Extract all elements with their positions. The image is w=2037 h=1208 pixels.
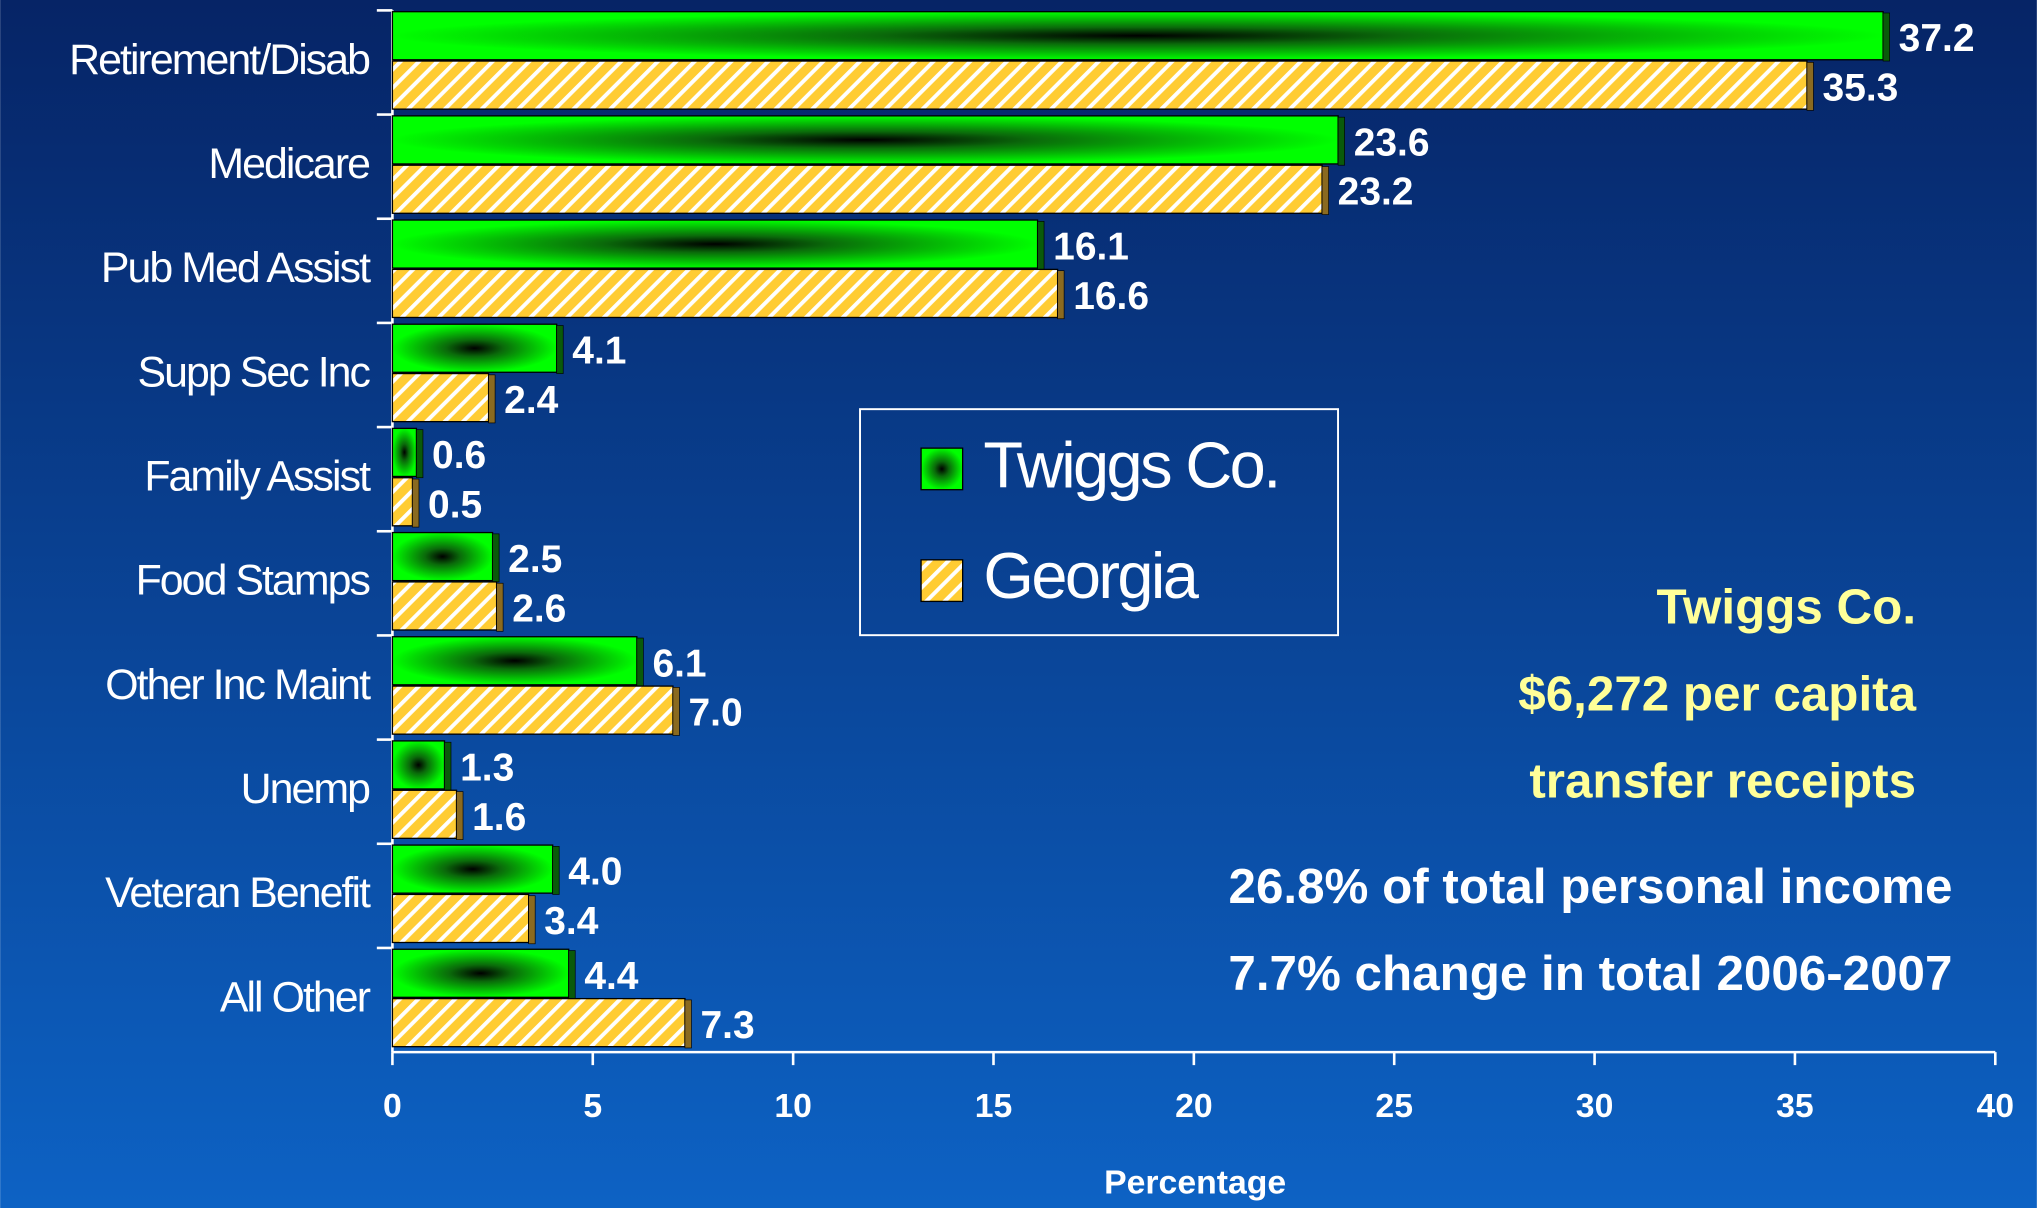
bar-edge	[1321, 166, 1329, 215]
legend-box	[859, 408, 1340, 637]
data-label: 6.1	[652, 642, 706, 685]
bar	[391, 844, 554, 894]
legend: Twiggs Co. Georgia	[859, 408, 1340, 637]
bar	[391, 372, 490, 423]
bar-edge	[556, 325, 564, 374]
data-label: 2.4	[504, 379, 558, 422]
bar	[391, 477, 414, 527]
legend-swatch	[920, 447, 964, 491]
bar	[391, 997, 686, 1048]
x-tick-label: 0	[383, 1087, 402, 1125]
x-tick-label: 35	[1776, 1087, 1814, 1125]
data-label: 16.6	[1073, 275, 1149, 318]
x-tick-label: 40	[1977, 1087, 2015, 1125]
data-label: 23.2	[1338, 171, 1414, 214]
data-label: 23.6	[1354, 121, 1430, 164]
bar	[391, 115, 1339, 165]
y-tick-label: Medicare	[208, 140, 369, 188]
bar	[391, 268, 1059, 319]
y-tick-label: All Other	[220, 973, 371, 1021]
data-label: 1.3	[460, 746, 514, 789]
data-label: 37.2	[1899, 17, 1975, 60]
bar-edge	[444, 741, 452, 791]
x-tick-label: 15	[975, 1087, 1013, 1125]
data-label: 4.4	[584, 955, 638, 998]
x-tick-label: 10	[774, 1087, 812, 1125]
legend-label: Georgia	[983, 539, 1199, 612]
data-label: 2.5	[508, 538, 562, 581]
annotation: Twiggs Co.	[1657, 580, 1917, 635]
bar	[391, 789, 458, 839]
data-label: 2.6	[512, 587, 566, 630]
bar-edge	[672, 687, 680, 736]
bar-edge	[1337, 116, 1345, 166]
bar	[391, 740, 446, 790]
y-tick-label: Unemp	[241, 765, 371, 813]
x-tick-label: 30	[1576, 1087, 1614, 1125]
data-label: 7.0	[689, 692, 743, 735]
data-label: 3.4	[544, 900, 598, 943]
legend-swatch	[920, 559, 964, 603]
y-tick-label: Veteran Benefit	[105, 869, 371, 917]
bar-edge	[1057, 270, 1065, 320]
x-axis-label: Percentage	[1104, 1164, 1286, 1202]
bar-edge	[492, 533, 500, 583]
y-tick-label: Retirement/Disab	[69, 36, 370, 84]
x-tick-label: 25	[1375, 1087, 1413, 1125]
bar-edge	[488, 374, 496, 424]
bar-edge	[1882, 12, 1890, 62]
bar	[391, 893, 530, 944]
y-tick-label: Family Assist	[144, 453, 371, 501]
bar-edge	[684, 999, 692, 1049]
bar-edge	[636, 637, 644, 687]
data-label: 35.3	[1823, 67, 1899, 110]
y-tick-label: Supp Sec Inc	[137, 348, 370, 396]
bar-edge	[456, 791, 464, 840]
bar	[391, 60, 1808, 110]
bar	[391, 636, 638, 686]
bar	[391, 948, 570, 998]
legend-label: Twiggs Co.	[983, 428, 1278, 501]
annotation: 26.8% of total personal income	[1229, 859, 1953, 914]
annotation: 7.7% change in total 2006-2007	[1228, 946, 1952, 1001]
data-label: 4.0	[568, 851, 622, 894]
bar	[391, 581, 498, 631]
y-tick-label: Other Inc Maint	[105, 661, 371, 709]
data-label: 4.1	[572, 330, 626, 373]
bar-edge	[568, 950, 576, 999]
annotation: $6,272 per capita	[1518, 667, 1916, 722]
bar	[391, 427, 418, 478]
data-label: 1.6	[472, 796, 526, 839]
bar-edge	[496, 582, 504, 632]
bar	[391, 323, 558, 373]
annotation: transfer receipts	[1529, 754, 1916, 809]
data-label: 7.3	[701, 1004, 755, 1047]
data-label: 16.1	[1053, 226, 1129, 269]
x-tick-label: 5	[583, 1087, 602, 1125]
bar	[391, 685, 674, 735]
bar-edge	[1806, 62, 1814, 111]
bar	[391, 531, 494, 582]
bar-edge	[412, 478, 420, 528]
bar	[391, 219, 1039, 269]
y-tick-label: Pub Med Assist	[101, 244, 371, 292]
bar	[391, 11, 1884, 61]
bar-edge	[416, 429, 424, 479]
bar	[391, 164, 1323, 214]
bar-edge	[528, 895, 536, 945]
x-tick-label: 20	[1175, 1087, 1213, 1125]
data-label: 0.5	[428, 483, 482, 526]
y-tick-label: Food Stamps	[136, 557, 370, 605]
bar-edge	[1037, 221, 1045, 270]
data-label: 0.6	[432, 434, 486, 477]
bar-edge	[552, 846, 560, 895]
